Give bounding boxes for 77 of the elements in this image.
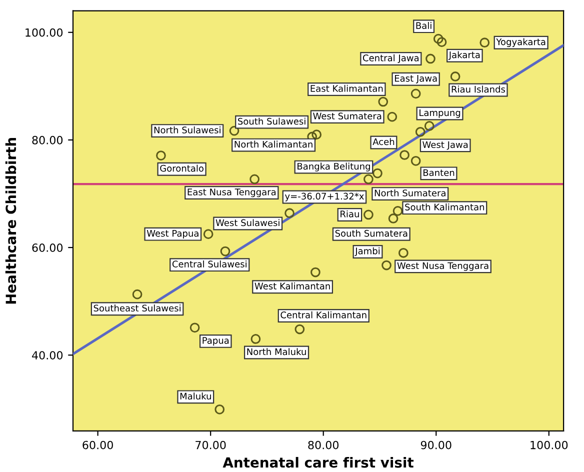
x-tick-label: 90.00 xyxy=(420,440,452,450)
data-label: Southeast Sulawesi xyxy=(94,304,180,312)
point xyxy=(398,248,408,258)
point xyxy=(450,72,460,82)
point xyxy=(229,126,240,136)
data-label: Bali xyxy=(416,22,432,29)
x-tick-label: 80.00 xyxy=(308,440,339,450)
point xyxy=(400,150,410,160)
point xyxy=(203,229,214,240)
y-tick-label: 100.00 xyxy=(26,28,63,37)
point xyxy=(364,174,374,184)
point xyxy=(220,246,230,256)
data-label: North Kalimantan xyxy=(234,140,312,148)
data-label: Maluku xyxy=(180,392,211,400)
point xyxy=(410,156,421,166)
point xyxy=(388,214,398,224)
data-label: West Sulawesi xyxy=(216,219,280,226)
data-label: West Jawa xyxy=(422,141,468,150)
data-label: Jambi xyxy=(354,247,380,256)
point xyxy=(382,260,392,270)
point xyxy=(156,150,166,160)
point xyxy=(387,112,398,122)
x-tick-label: 60.00 xyxy=(82,440,113,450)
data-label: Central Sulawesi xyxy=(172,260,246,268)
point xyxy=(294,324,305,334)
data-label: North Maluku xyxy=(247,348,306,356)
point xyxy=(480,38,490,48)
data-label: East Nusa Tenggara xyxy=(188,188,276,198)
data-label: Riau xyxy=(340,210,359,218)
point xyxy=(310,267,320,278)
y-tick-label: 60.00 xyxy=(32,243,63,252)
y-tick-label: 40.00 xyxy=(32,351,63,360)
point xyxy=(372,168,382,178)
data-label: South Sulawesi xyxy=(238,118,306,125)
data-label: Bangka Belitung xyxy=(298,162,370,172)
y-tick-label: 80.00 xyxy=(32,136,63,144)
point xyxy=(426,54,436,64)
data-label: West Kalimantan xyxy=(254,282,330,290)
point xyxy=(132,289,142,300)
y-axis-title: Healthcare Childbirth xyxy=(5,138,16,304)
data-label: Banten xyxy=(424,169,454,176)
data-label: West Nusa Tenggara xyxy=(397,262,488,271)
point xyxy=(392,206,403,216)
data-label: North Sulawesi xyxy=(154,126,220,134)
annotation: y=-36.07+1.32*x xyxy=(284,192,364,202)
point xyxy=(436,37,447,47)
data-label: South Sumatera xyxy=(335,230,408,237)
x-tick-label: 70.00 xyxy=(196,440,226,450)
point xyxy=(424,121,434,131)
data-label: North Sumatera xyxy=(374,189,446,196)
x-axis-title: Antenatal care first visit xyxy=(222,456,414,468)
point xyxy=(250,174,260,184)
point xyxy=(415,126,426,137)
point xyxy=(214,404,225,414)
point xyxy=(364,210,374,220)
data-label: South Kalimantan xyxy=(405,203,484,210)
data-label: Gorontalo xyxy=(160,164,204,172)
data-label: West Sumatera xyxy=(313,112,382,120)
point xyxy=(190,322,200,333)
point xyxy=(312,130,322,140)
data-label: Riau Islands xyxy=(452,86,506,93)
data-label: Aceh xyxy=(372,138,394,146)
data-label: Central Jawa xyxy=(362,54,419,64)
data-label: Lampung xyxy=(420,109,460,118)
point xyxy=(250,334,261,344)
data-label: Papua xyxy=(202,337,229,346)
point xyxy=(378,96,388,107)
data-label: Central Kalimantan xyxy=(280,311,366,318)
data-label: West Papua xyxy=(146,230,198,238)
data-label: Yogyakarta xyxy=(496,38,546,47)
data-label: East Kalimantan xyxy=(310,84,383,92)
point xyxy=(433,34,444,44)
data-label: Jakarta xyxy=(448,51,480,60)
point xyxy=(284,208,294,218)
point xyxy=(410,88,421,99)
data-label: East Jawa xyxy=(394,75,437,84)
x-tick-label: 100.00 xyxy=(530,440,568,450)
